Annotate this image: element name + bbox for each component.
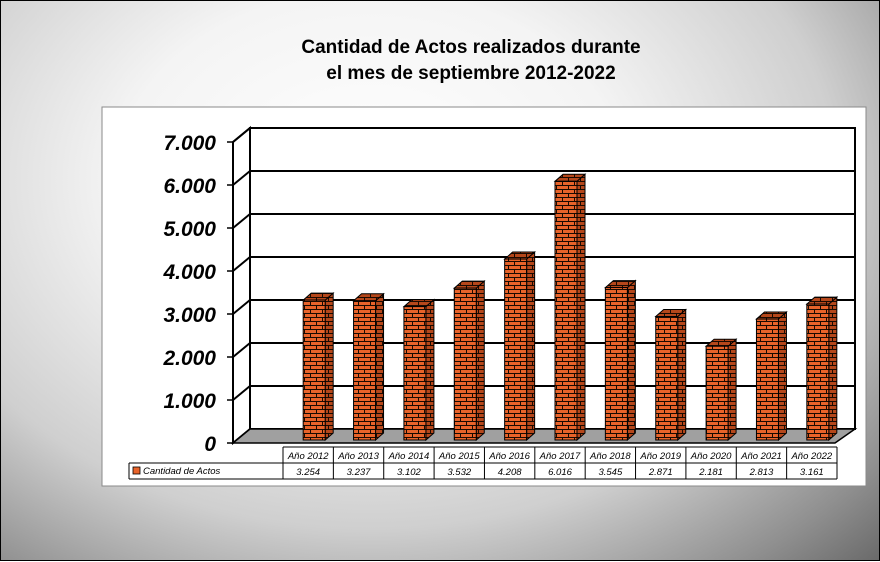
bar-side [526,250,536,442]
data-value-label: 3.254 [296,467,320,478]
x-category-label: Año 2021 [740,451,782,462]
gridline-side [232,342,251,358]
x-category-label: Año 2016 [488,451,530,462]
gridline-side [232,299,251,315]
data-value-label: 3.532 [447,467,471,478]
bar-side [828,295,838,442]
bar-front [453,287,477,441]
data-value-label: 2.871 [648,467,673,478]
bar-side [425,298,435,442]
x-category-label: Año 2019 [639,451,681,462]
bar-front [554,180,578,441]
y-tick-label: 3.000 [163,304,216,327]
data-value-label: 3.237 [347,467,371,478]
bar-front [403,306,427,441]
bar-front [353,300,377,441]
bar-side [677,308,687,442]
bar [805,295,839,442]
x-category-label: Año 2020 [690,451,732,462]
y-tick-label: 2.000 [162,347,216,370]
grid-group [230,125,858,446]
bar [402,298,436,442]
bar [704,338,738,442]
data-value-label: 2.181 [698,467,723,478]
bar-side [727,338,737,442]
y-tick-label: 0 [204,433,216,456]
gridline-side [232,127,251,143]
data-value-label: 6.016 [548,467,572,478]
x-category-label: Año 2018 [589,451,631,462]
y-tick-label: 6.000 [163,175,216,198]
bar [553,173,587,442]
x-category-label: Año 2013 [337,451,379,462]
gridline-side [232,256,251,272]
data-value-label: 2.813 [749,467,774,478]
chart-title-line-1: Cantidad de Actos realizados durante [301,37,640,58]
bar-side [475,280,485,442]
bar-front [504,258,528,441]
y-tick-label: 4.000 [162,261,216,284]
y-tick-label: 7.000 [163,132,216,155]
bar-front [705,345,729,441]
bar-front [302,299,326,441]
bars-group [301,173,839,442]
y-tick-label: 5.000 [163,218,216,241]
x-category-label: Año 2014 [388,451,430,462]
y-axis-ticks: 0 1.000 2.000 3.000 4.000 5.000 6.000 7.000 [162,132,234,456]
bar [604,279,637,442]
bar-side [626,279,636,442]
y-tick-label: 1.000 [163,390,216,413]
floor [230,428,858,444]
bar-front [806,303,830,441]
gridline-side [232,213,251,229]
data-value-label: 3.545 [598,467,622,478]
bar [654,308,688,442]
bar [301,291,335,442]
chart-title-line-2: el mes de septiembre 2012-2022 [326,63,615,84]
gridline-side [232,385,251,401]
bar [352,292,385,442]
gridline-side [232,170,251,186]
bar [503,250,536,442]
side-wall [232,125,251,446]
data-value-label: 4.208 [498,467,522,478]
data-table: Cantidad de Actos Año 2012 3.254 Año 2013 3.… [128,446,838,480]
table-values-row-bg [129,463,837,479]
legend-series-name: Cantidad de Actos [143,466,221,477]
x-category-label: Año 2022 [790,451,832,462]
x-category-label: Año 2015 [438,451,480,462]
data-value-label: 3.102 [397,467,421,478]
bar-side [576,173,586,442]
bar [452,280,486,442]
back-wall [249,127,856,430]
bar-side [777,310,787,442]
bar-side [375,292,385,442]
x-category-label: Año 2012 [287,451,329,462]
bar-front [755,318,779,441]
bar-front [655,316,679,441]
bar-front [604,287,628,441]
bar [755,310,788,442]
x-category-label: Año 2017 [539,451,581,462]
bar-side [324,291,334,442]
data-value-label: 3.161 [800,467,824,478]
legend-key [132,466,141,475]
